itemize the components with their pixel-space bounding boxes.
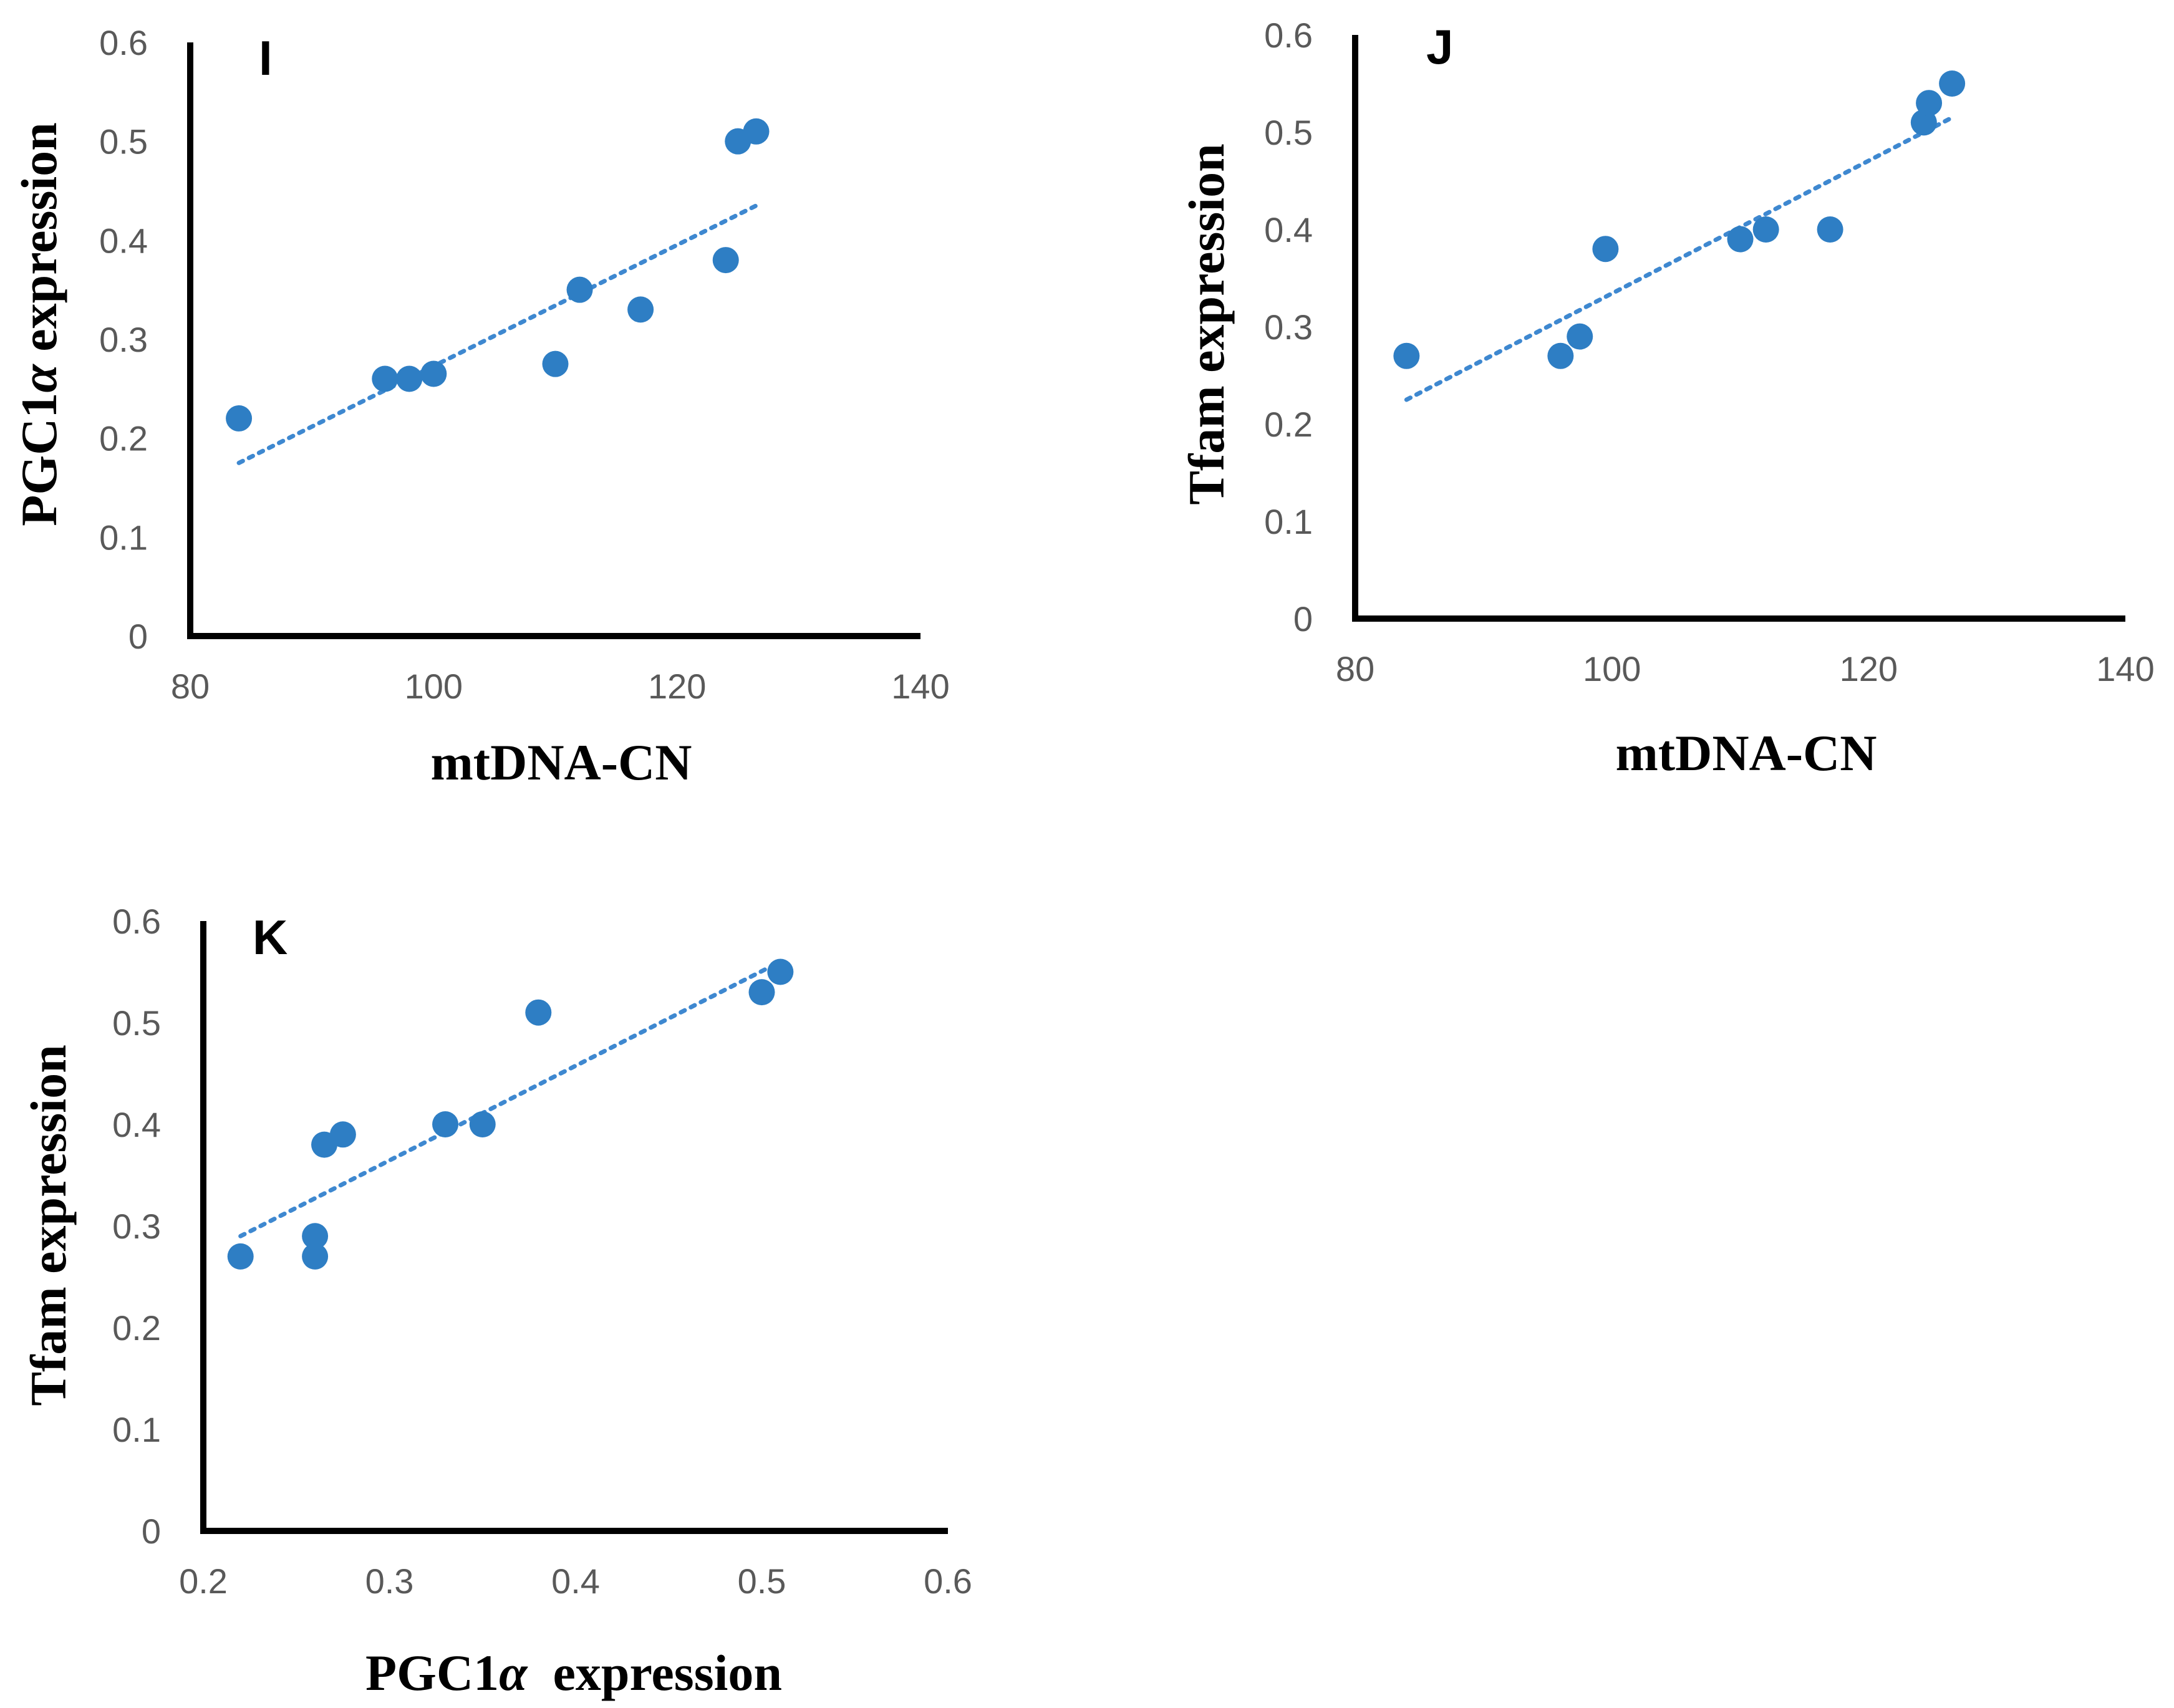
x-tick-label: 140 xyxy=(891,667,949,706)
y-tick-labels: 0 0.1 0.2 0.3 0.4 0.5 0.6 xyxy=(99,23,148,656)
scatter-panel-j: 0 0.1 0.2 0.3 0.4 0.5 0.6 80 100 120 140… xyxy=(1178,16,2155,781)
data-point xyxy=(302,1243,329,1270)
x-tick-label: 0.2 xyxy=(179,1561,228,1601)
panel-label: K xyxy=(253,910,287,965)
x-axis-title-main: PGC1 xyxy=(365,1644,499,1701)
data-point xyxy=(1727,226,1754,253)
y-tick-label: 0.3 xyxy=(112,1207,161,1246)
x-tick-label: 100 xyxy=(1583,649,1641,688)
scatter-panel-i: 0 0.1 0.2 0.3 0.4 0.5 0.6 80 100 120 140… xyxy=(11,23,950,791)
data-point xyxy=(227,1243,254,1270)
y-tick-label: 0.5 xyxy=(1264,113,1313,152)
x-tick-label: 0.4 xyxy=(551,1561,600,1601)
data-point xyxy=(396,365,423,392)
trendline xyxy=(1404,115,1954,402)
data-points xyxy=(227,958,794,1270)
data-point xyxy=(372,365,399,392)
y-tick-label: 0.1 xyxy=(99,518,148,557)
y-tick-label: 0 xyxy=(142,1512,161,1551)
y-tick-label: 0.2 xyxy=(1264,405,1313,444)
data-point xyxy=(302,1223,329,1250)
y-axis-title-main: Tfam expression xyxy=(20,1045,77,1406)
scatter-panel-k: 0 0.1 0.2 0.3 0.4 0.5 0.6 0.2 0.3 0.4 0.… xyxy=(20,902,972,1701)
x-axis-title-tail: expression xyxy=(527,1644,782,1701)
data-point xyxy=(566,276,593,303)
y-tick-labels: 0 0.1 0.2 0.3 0.4 0.5 0.6 xyxy=(1264,16,1313,639)
data-points xyxy=(1393,70,1966,369)
data-point xyxy=(525,999,552,1026)
data-point xyxy=(329,1121,356,1148)
y-tick-label: 0.6 xyxy=(99,23,148,62)
y-tick-label: 0.3 xyxy=(99,320,148,359)
data-points xyxy=(226,118,770,432)
x-tick-labels: 80 100 120 140 xyxy=(171,667,950,706)
data-point xyxy=(1567,323,1593,350)
x-tick-label: 0.3 xyxy=(365,1561,414,1601)
y-tick-label: 0 xyxy=(128,617,148,656)
trendline xyxy=(238,959,783,1238)
trendline xyxy=(236,203,759,465)
data-point xyxy=(743,118,770,145)
x-axis-title-greek: α xyxy=(499,1644,528,1701)
y-tick-label: 0 xyxy=(1293,599,1313,639)
data-point xyxy=(226,405,253,432)
data-point xyxy=(1916,90,1943,117)
data-point xyxy=(748,979,775,1006)
data-point xyxy=(469,1111,496,1137)
y-axis-title: Tfam expression xyxy=(1178,143,1235,504)
x-tick-labels: 0.2 0.3 0.4 0.5 0.6 xyxy=(179,1561,972,1601)
x-tick-label: 140 xyxy=(2096,649,2154,688)
x-tick-label: 80 xyxy=(1336,649,1374,688)
y-axis-title-main: PGC1 xyxy=(11,393,67,526)
y-tick-labels: 0 0.1 0.2 0.3 0.4 0.5 0.6 xyxy=(112,902,161,1551)
data-point xyxy=(767,958,794,985)
y-tick-label: 0.3 xyxy=(1264,307,1313,347)
x-tick-labels: 80 100 120 140 xyxy=(1336,649,2155,688)
x-tick-label: 0.5 xyxy=(738,1561,786,1601)
y-tick-label: 0.1 xyxy=(112,1410,161,1449)
x-tick-label: 100 xyxy=(405,667,463,706)
x-tick-label: 120 xyxy=(648,667,706,706)
y-tick-label: 0.2 xyxy=(112,1308,161,1348)
data-point xyxy=(1817,216,1843,243)
y-tick-label: 0.4 xyxy=(112,1105,161,1144)
data-point xyxy=(420,360,447,387)
x-axis-title: mtDNA-CN xyxy=(1615,725,1877,781)
y-tick-label: 0.6 xyxy=(112,902,161,941)
data-point xyxy=(1547,342,1574,369)
y-axis-title-main: Tfam expression xyxy=(1178,143,1235,504)
data-point xyxy=(542,350,569,377)
x-tick-label: 80 xyxy=(171,667,210,706)
y-tick-label: 0.2 xyxy=(99,419,148,458)
y-axis-title: PGC1α expression xyxy=(11,122,67,526)
y-axis-title-tail: expression xyxy=(11,122,67,364)
data-point xyxy=(1752,216,1779,243)
x-tick-label: 120 xyxy=(1840,649,1898,688)
x-axis-title: PGC1α expression xyxy=(365,1644,782,1701)
y-tick-label: 0.5 xyxy=(99,122,148,162)
y-tick-label: 0.4 xyxy=(99,221,148,260)
y-tick-label: 0.5 xyxy=(112,1003,161,1043)
data-point xyxy=(1393,342,1420,369)
panel-label: J xyxy=(1426,19,1453,74)
x-axis-title: mtDNA-CN xyxy=(430,734,692,791)
data-point xyxy=(627,296,654,323)
y-axis-title-greek: α xyxy=(11,364,67,393)
data-point xyxy=(1592,236,1619,263)
data-point xyxy=(1939,70,1966,97)
y-tick-label: 0.4 xyxy=(1264,210,1313,249)
data-point xyxy=(432,1111,459,1137)
y-tick-label: 0.1 xyxy=(1264,502,1313,541)
data-point xyxy=(712,247,739,274)
y-axis-title: Tfam expression xyxy=(20,1045,77,1406)
panel-label: I xyxy=(259,31,273,85)
y-tick-label: 0.6 xyxy=(1264,16,1313,55)
x-tick-label: 0.6 xyxy=(924,1561,972,1601)
